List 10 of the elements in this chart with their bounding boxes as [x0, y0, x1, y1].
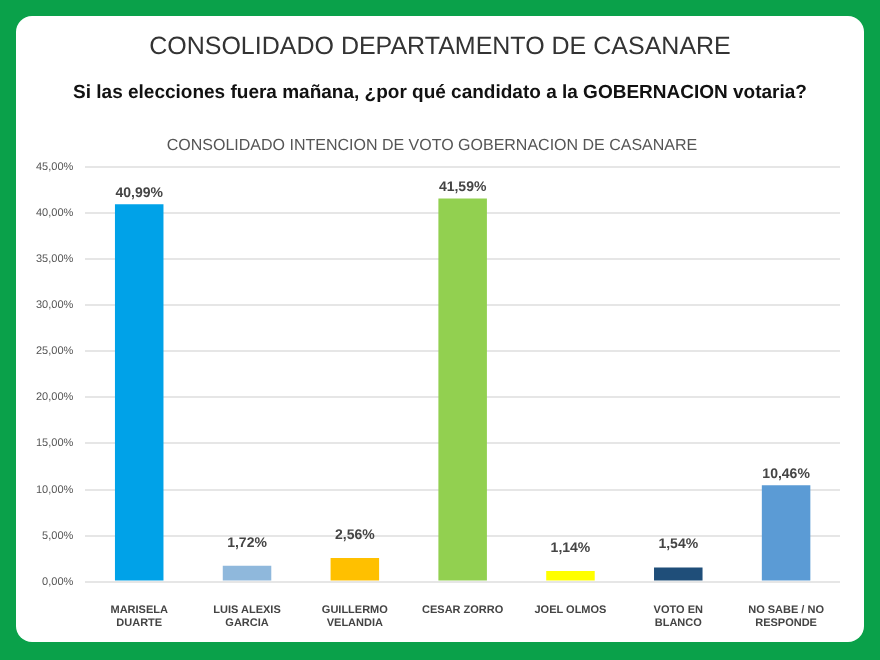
bar [330, 558, 380, 581]
bar [761, 485, 811, 581]
chart-title: CONSOLIDADO DEPARTAMENTO DE CASANARE [147, 32, 733, 60]
text: CONSOLIDADO INTENCION DE VOTO GOBERNACION DE CASANARE [166, 136, 698, 155]
bar [114, 204, 164, 581]
bar [438, 198, 487, 581]
bar [654, 567, 703, 581]
bar [546, 571, 595, 581]
bar [222, 565, 272, 581]
chart-subtitle: Si las elecciones fuera mañana, ¿por qué candidato a la GOBERNACION votaria? [71, 82, 809, 104]
